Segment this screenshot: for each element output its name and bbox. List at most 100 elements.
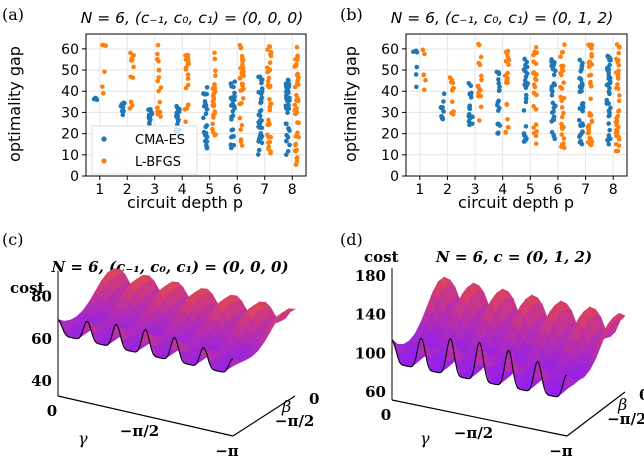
panel-d: (d) N = 6, c = (0, 1, 2) cost γ β 60 100 1… <box>340 230 644 460</box>
l-bfgs-point <box>422 51 427 57</box>
l-bfgs-point <box>293 148 298 154</box>
l-bfgs-point <box>241 69 246 74</box>
x-tick-label: 5 <box>526 182 535 198</box>
y-tick-label: 50 <box>381 63 399 79</box>
cma-es-point <box>497 88 502 93</box>
z-tick-label: 180 <box>355 267 386 285</box>
cma-es-point <box>495 100 501 105</box>
l-bfgs-point <box>561 110 566 116</box>
l-bfgs-point <box>617 93 622 98</box>
l-bfgs-point <box>616 143 622 148</box>
cma-es-point <box>202 131 208 137</box>
cma-es-point <box>284 85 289 90</box>
l-bfgs-point <box>267 139 273 145</box>
legend-label-lbfgs: L-BFGS <box>135 155 181 170</box>
cma-es-point <box>204 142 209 148</box>
l-bfgs-point <box>212 56 218 62</box>
l-bfgs-point <box>295 130 300 136</box>
l-bfgs-point <box>155 105 160 110</box>
cma-es-point <box>495 131 501 136</box>
cma-es-point <box>256 147 262 153</box>
l-bfgs-point <box>295 53 300 59</box>
l-bfgs-point <box>293 56 298 62</box>
cma-es-point <box>552 60 557 65</box>
cma-es-point <box>576 117 582 123</box>
y-tick-label: 40 <box>381 84 399 100</box>
cma-es-point <box>232 105 237 111</box>
x-tick-label: 2 <box>123 182 132 198</box>
l-bfgs-point <box>586 122 592 128</box>
l-bfgs-point <box>505 124 511 130</box>
cma-es-point <box>551 72 557 78</box>
y-tick-label: 10 <box>61 148 79 164</box>
l-bfgs-point <box>267 107 273 113</box>
cma-es-point <box>204 85 210 90</box>
cma-es-point <box>606 113 612 119</box>
l-bfgs-point <box>100 91 106 96</box>
l-bfgs-point <box>614 119 619 125</box>
l-bfgs-point <box>239 87 245 93</box>
plot-frame <box>85 33 307 177</box>
l-bfgs-point <box>589 54 595 59</box>
l-bfgs-point <box>293 141 299 147</box>
l-bfgs-point <box>241 73 246 79</box>
cma-es-point <box>521 67 527 72</box>
l-bfgs-point <box>238 139 244 144</box>
cma-es-point <box>228 81 234 86</box>
cma-es-point <box>550 100 556 106</box>
cma-es-point <box>203 111 209 117</box>
panel-d-zlabel: cost <box>364 248 399 266</box>
l-bfgs-point <box>130 75 136 81</box>
gamma-tick-label: −π <box>549 442 573 460</box>
l-bfgs-point <box>504 78 510 84</box>
l-bfgs-point <box>559 132 565 137</box>
gamma-tick-label: −π/2 <box>120 422 159 440</box>
l-bfgs-point <box>476 41 481 47</box>
cma-es-point <box>204 107 210 112</box>
l-bfgs-point <box>296 134 301 140</box>
cma-es-point <box>496 108 501 113</box>
y-tick-label: 20 <box>381 127 399 143</box>
l-bfgs-point <box>562 42 567 47</box>
l-bfgs-point <box>614 42 620 47</box>
cma-es-point <box>203 91 208 97</box>
cma-es-point <box>604 97 610 103</box>
l-bfgs-point <box>503 58 509 64</box>
panel-c-gamma-label: γ <box>78 429 88 448</box>
cma-es-point <box>232 79 238 84</box>
l-bfgs-point <box>102 69 107 74</box>
cma-es-point <box>523 99 529 105</box>
cma-es-point <box>414 49 420 55</box>
x-tick-label: 1 <box>95 182 104 198</box>
l-bfgs-point <box>531 104 536 109</box>
l-bfgs-point <box>185 102 191 108</box>
beta-axis <box>232 395 296 437</box>
cma-es-point <box>552 82 558 88</box>
cma-es-point <box>580 108 585 114</box>
l-bfgs-point <box>615 76 621 81</box>
cma-es-point <box>604 65 610 71</box>
l-bfgs-point <box>534 50 539 56</box>
l-bfgs-point <box>185 58 191 64</box>
panel-c-beta-label: β <box>281 397 291 416</box>
cma-es-point <box>232 97 237 103</box>
l-bfgs-point <box>588 72 594 78</box>
cma-es-point <box>466 118 472 124</box>
cma-es-point <box>255 152 261 157</box>
panel-b-title: N = 6, (c₋₁, c₀, c₁) = (0, 1, 2) <box>391 9 614 27</box>
cma-es-point <box>258 108 264 113</box>
cma-es-point <box>495 121 501 127</box>
l-bfgs-point <box>561 80 567 85</box>
cma-es-point <box>496 77 501 82</box>
cma-es-point <box>523 85 529 91</box>
l-bfgs-point <box>477 62 483 68</box>
l-bfgs-point <box>294 159 300 164</box>
cma-es-point <box>285 80 291 86</box>
l-bfgs-point <box>155 42 161 48</box>
panel-d-title: N = 6, c = (0, 1, 2) <box>435 248 592 266</box>
x-tick-label: 3 <box>471 182 480 198</box>
l-bfgs-point <box>268 49 274 55</box>
beta-tick-label: −π/2 <box>275 412 314 430</box>
panel-b-xlabel: circuit depth p <box>458 193 574 212</box>
l-bfgs-point <box>129 103 135 108</box>
